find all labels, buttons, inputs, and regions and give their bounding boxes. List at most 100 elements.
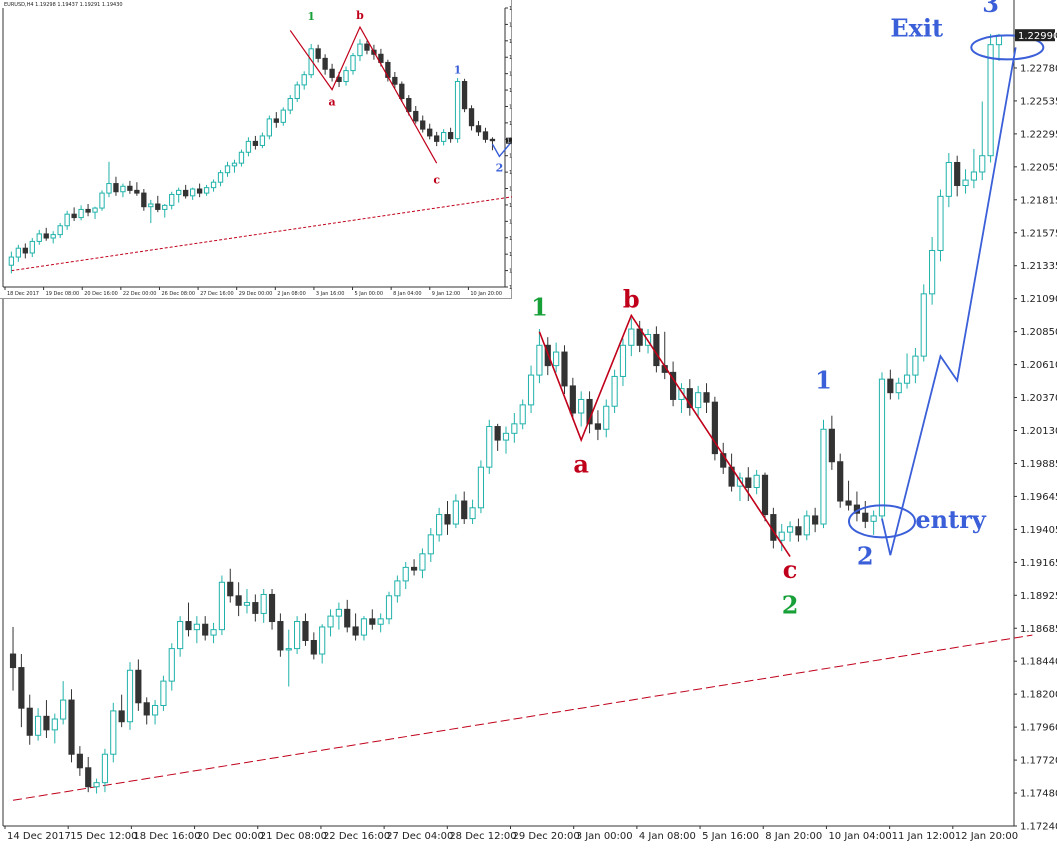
candle bbox=[486, 419, 493, 474]
bull-candle-body bbox=[753, 474, 760, 488]
candle bbox=[887, 369, 894, 400]
candle bbox=[392, 71, 398, 89]
wave-label-1: 1 bbox=[307, 10, 315, 23]
support-trendline bbox=[12, 634, 1033, 801]
candle bbox=[148, 199, 154, 224]
candle bbox=[489, 137, 496, 151]
y-tick-label: 1.17780 bbox=[509, 252, 512, 258]
inset-chart-window[interactable]: 1.21005 1.20790 1.20575 1.20360 1.20145 1.199… bbox=[0, 0, 639, 299]
x-tick-label: 21 Dec 08:00 bbox=[260, 831, 327, 842]
bear-candle-body bbox=[185, 621, 192, 631]
bull-candle-body bbox=[160, 680, 167, 706]
candle bbox=[160, 675, 167, 711]
candle bbox=[352, 613, 359, 641]
bull-candle-body bbox=[937, 195, 944, 252]
bull-candle-body bbox=[210, 181, 217, 189]
candle bbox=[603, 399, 610, 438]
candle bbox=[736, 472, 744, 502]
bear-candle-body bbox=[26, 707, 33, 736]
candle bbox=[294, 81, 300, 102]
candle bbox=[394, 575, 401, 603]
y-tick-label: 1.17720 bbox=[1020, 756, 1057, 767]
bear-candle-body bbox=[273, 118, 279, 123]
candle bbox=[954, 155, 961, 197]
bear-candle-body bbox=[252, 140, 259, 146]
candle bbox=[350, 52, 356, 75]
wave-label-3: 3 bbox=[982, 0, 999, 18]
inset-symbol-label: EURUSD,H4 1.19298 1.19437 1.19291 1.1943… bbox=[4, 2, 123, 8]
x-tick-label: 5 Jan 00:00 bbox=[355, 291, 383, 297]
bear-candle-body bbox=[141, 192, 147, 208]
wave-label-2: 2 bbox=[857, 542, 874, 571]
bear-candle-body bbox=[887, 378, 894, 394]
candle bbox=[878, 372, 886, 522]
candle bbox=[176, 187, 182, 203]
y-tick-label: 1.18425 bbox=[509, 203, 512, 209]
bull-candle-body bbox=[176, 189, 182, 195]
bull-candle-body bbox=[678, 388, 685, 400]
y-tick-label: 1.17960 bbox=[1020, 723, 1057, 734]
bull-candle-body bbox=[870, 515, 877, 522]
bear-candle-body bbox=[444, 514, 451, 525]
wave-label-2: 2 bbox=[496, 161, 504, 174]
y-tick-label: 1.19405 bbox=[1020, 525, 1057, 536]
candle bbox=[203, 184, 210, 196]
candle bbox=[937, 189, 944, 262]
candle bbox=[511, 413, 518, 443]
y-tick-label: 1.18640 bbox=[509, 187, 512, 193]
candle bbox=[369, 609, 376, 630]
bear-candle-body bbox=[68, 699, 75, 755]
bull-candle-body bbox=[29, 240, 35, 254]
candle bbox=[837, 453, 844, 508]
candle bbox=[903, 353, 911, 389]
bear-candle-body bbox=[252, 602, 259, 614]
candle bbox=[527, 365, 535, 413]
candle bbox=[929, 236, 936, 305]
candle bbox=[502, 426, 510, 454]
bull-candle-body bbox=[603, 405, 610, 430]
candle bbox=[57, 223, 63, 239]
bull-candle-body bbox=[469, 507, 476, 520]
candle bbox=[68, 689, 75, 763]
x-tick-label: 15 Dec 12:00 bbox=[70, 831, 137, 842]
candle bbox=[99, 190, 105, 211]
bear-candle-body bbox=[670, 371, 677, 400]
bull-candle-body bbox=[245, 140, 252, 153]
candle bbox=[461, 491, 468, 525]
bear-candle-body bbox=[954, 161, 961, 187]
candle bbox=[427, 528, 434, 562]
y-tick-label: 1.18200 bbox=[1020, 690, 1057, 701]
bear-candle-body bbox=[196, 188, 203, 194]
bear-candle-body bbox=[322, 57, 328, 70]
bear-candle-body bbox=[828, 428, 835, 463]
bear-candle-body bbox=[569, 385, 576, 414]
bull-candle-body bbox=[193, 623, 200, 631]
candle bbox=[315, 44, 321, 63]
candle bbox=[217, 169, 224, 187]
bear-candle-body bbox=[85, 767, 92, 788]
candle bbox=[29, 238, 35, 258]
bull-candle-body bbox=[987, 44, 994, 157]
candle bbox=[536, 329, 543, 384]
bull-candle-body bbox=[878, 378, 886, 517]
candle bbox=[143, 697, 150, 725]
bear-candle-body bbox=[76, 753, 83, 769]
x-tick-label: 10 Jan 04:00 bbox=[828, 831, 891, 842]
candle bbox=[406, 95, 412, 116]
bull-candle-body bbox=[35, 715, 42, 736]
bear-candle-body bbox=[113, 183, 119, 193]
bull-candle-body bbox=[419, 553, 426, 571]
candle bbox=[8, 251, 15, 274]
bull-candle-body bbox=[266, 118, 273, 137]
projected-impulse-path bbox=[881, 47, 1017, 556]
wave-label-1: 1 bbox=[454, 63, 462, 76]
bull-candle-body bbox=[148, 203, 154, 208]
y-tick-label: 1.20850 bbox=[1020, 327, 1057, 338]
candle bbox=[686, 379, 693, 416]
bull-candle-body bbox=[106, 183, 112, 194]
bear-candle-body bbox=[227, 581, 234, 597]
bull-candle-body bbox=[218, 581, 226, 631]
candle bbox=[619, 338, 627, 386]
bear-candle-body bbox=[183, 189, 189, 197]
